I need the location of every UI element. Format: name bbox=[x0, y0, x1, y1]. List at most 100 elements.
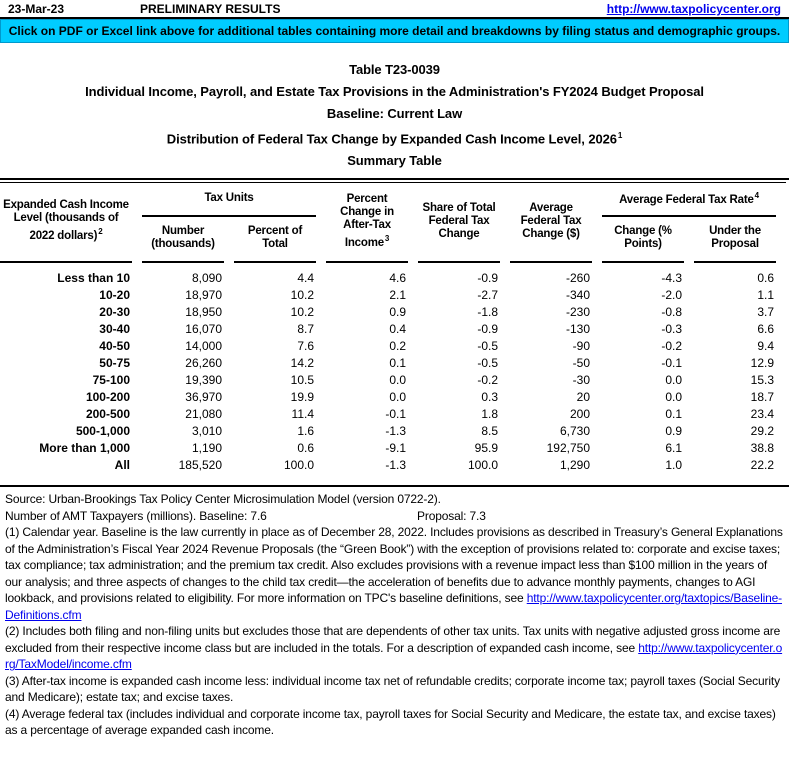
table-row: 20-30 18,950 10.2 0.9 -1.8 -230 -0.8 3.7 bbox=[0, 304, 776, 321]
header-rate-under-proposal: Under the Proposal bbox=[694, 217, 777, 264]
header-percent-of-total: Percent of Total bbox=[234, 217, 317, 264]
value-cell: -1.3 bbox=[385, 458, 407, 473]
value-cell: 16,070 bbox=[185, 322, 222, 337]
table-row: All 185,520 100.0 -1.3 100.0 1,290 1.0 22.2 bbox=[0, 457, 776, 474]
header-income-level: Expanded Cash Income Level (thousands of… bbox=[0, 183, 132, 264]
header-pct-change-text: Percent Change in After-Tax Income bbox=[340, 192, 394, 249]
value-cell: 6,730 bbox=[559, 424, 591, 439]
header-tax-units-group: Tax Units bbox=[142, 183, 317, 218]
value-cell: -0.2 bbox=[661, 339, 683, 354]
value-cell: 3.7 bbox=[757, 305, 775, 320]
value-cell: 10.2 bbox=[290, 288, 315, 303]
value-cell: 0.0 bbox=[389, 373, 407, 388]
value-cell: 26,260 bbox=[185, 356, 222, 371]
value-cell: -1.8 bbox=[477, 305, 499, 320]
value-cell: 0.9 bbox=[389, 305, 407, 320]
income-level-cell: 50-75 bbox=[99, 356, 130, 371]
income-level-cell: All bbox=[114, 458, 130, 473]
value-cell: 1,190 bbox=[191, 441, 222, 456]
amt-proposal-label: Proposal: 7.3 bbox=[417, 508, 486, 523]
header-avg-tax-rate-text: Average Federal Tax Rate bbox=[619, 194, 754, 207]
footnote-ref-2: 2 bbox=[98, 227, 103, 237]
value-cell: 8.5 bbox=[481, 424, 499, 439]
table-row: More than 1,000 1,190 0.6 -9.1 95.9 192,750 6.… bbox=[0, 440, 776, 457]
value-cell: 6.1 bbox=[665, 441, 683, 456]
value-cell: -0.9 bbox=[477, 271, 499, 286]
header-number-thousands: Number (thousands) bbox=[142, 217, 224, 264]
value-cell: 0.6 bbox=[297, 441, 315, 456]
table-row: 75-100 19,390 10.5 0.0 -0.2 -30 0.0 15.3 bbox=[0, 372, 776, 389]
taxpolicycenter-link[interactable]: http://www.taxpolicycenter.org bbox=[606, 2, 781, 16]
footnote-ref-3: 3 bbox=[384, 233, 390, 243]
summary-table-title: Summary Table bbox=[347, 153, 442, 169]
footnote-4: (4) Average federal tax (includes indivi… bbox=[5, 706, 776, 738]
income-level-cell: 30-40 bbox=[99, 322, 130, 337]
footnote-2-text: (2) Includes both filing and non-filing … bbox=[5, 624, 781, 655]
footer: Source: Urban-Brookings Tax Policy Cente… bbox=[0, 487, 789, 739]
value-cell: 23.4 bbox=[750, 407, 775, 422]
header-avg-tax-rate-group: Average Federal Tax Rate4 bbox=[602, 183, 777, 218]
value-cell: 8.7 bbox=[297, 322, 315, 337]
value-cell: -30 bbox=[572, 373, 591, 388]
value-cell: 11.4 bbox=[291, 407, 315, 422]
value-cell: 10.2 bbox=[290, 305, 315, 320]
value-cell: -0.5 bbox=[477, 356, 499, 371]
table-row: 500-1,000 3,010 1.6 -1.3 8.5 6,730 0.9 29.2 bbox=[0, 423, 776, 440]
source-line: Source: Urban-Brookings Tax Policy Cente… bbox=[5, 492, 441, 507]
table-row: 10-20 18,970 10.2 2.1 -2.7 -340 -2.0 1.1 bbox=[0, 287, 776, 304]
value-cell: -0.1 bbox=[661, 356, 683, 371]
value-cell: -2.7 bbox=[477, 288, 499, 303]
value-cell: -130 bbox=[565, 322, 591, 337]
income-level-cell: 75-100 bbox=[92, 373, 130, 388]
table-body: Less than 10 8,090 4.4 4.6 -0.9 -260 -4.3 0.6 10… bbox=[0, 263, 776, 474]
value-cell: 21,080 bbox=[185, 407, 222, 422]
income-level-cell: More than 1,000 bbox=[39, 441, 130, 456]
header-pct-change-after-tax-income: Percent Change in After-Tax Income3 bbox=[326, 183, 409, 264]
baseline-definitions-link[interactable]: http://www.taxpolicycenter.org/taxtopics… bbox=[5, 591, 783, 622]
info-banner-text: Click on PDF or Excel link above for add… bbox=[8, 24, 781, 38]
value-cell: -0.9 bbox=[477, 322, 499, 337]
value-cell: 22.2 bbox=[750, 458, 775, 473]
value-cell: 185,520 bbox=[178, 458, 222, 473]
value-cell: 0.0 bbox=[665, 390, 683, 405]
value-cell: 18.7 bbox=[750, 390, 775, 405]
income-level-cell: 200-500 bbox=[85, 407, 130, 422]
value-cell: 0.2 bbox=[389, 339, 407, 354]
value-cell: 200 bbox=[569, 407, 591, 422]
value-cell: 18,970 bbox=[185, 288, 222, 303]
value-cell: 14.2 bbox=[290, 356, 315, 371]
income-definition-link[interactable]: http://www.taxpolicycenter.org/TaxModel/… bbox=[5, 640, 783, 672]
value-cell: 1.0 bbox=[665, 458, 683, 473]
value-cell: 1.8 bbox=[481, 407, 499, 422]
distribution-title-text: Distribution of Federal Tax Change by Ex… bbox=[166, 131, 617, 147]
table-bottom-rule bbox=[0, 485, 789, 488]
income-level-cell: 100-200 bbox=[85, 390, 130, 405]
preliminary-results-label: PRELIMINARY RESULTS bbox=[140, 2, 281, 16]
value-cell: 20 bbox=[576, 390, 591, 405]
value-cell: -0.8 bbox=[661, 305, 683, 320]
table-row: Less than 10 8,090 4.4 4.6 -0.9 -260 -4.3 0.6 bbox=[0, 263, 776, 287]
value-cell: 18,950 bbox=[185, 305, 222, 320]
value-cell: 100.0 bbox=[283, 458, 315, 473]
table-row: 30-40 16,070 8.7 0.4 -0.9 -130 -0.3 6.6 bbox=[0, 321, 776, 338]
value-cell: 19.9 bbox=[290, 390, 315, 405]
main-title: Individual Income, Payroll, and Estate T… bbox=[85, 84, 704, 99]
value-cell: -0.3 bbox=[661, 322, 683, 337]
title-block: Table T23-0039 Individual Income, Payrol… bbox=[0, 59, 789, 172]
income-level-cell: Less than 10 bbox=[57, 271, 130, 286]
value-cell: 4.6 bbox=[389, 271, 407, 286]
value-cell: 38.8 bbox=[750, 441, 775, 456]
value-cell: -50 bbox=[572, 356, 591, 371]
value-cell: 12.9 bbox=[750, 356, 775, 371]
footnote-ref-1: 1 bbox=[617, 131, 623, 140]
value-cell: 15.3 bbox=[750, 373, 775, 388]
value-cell: 0.3 bbox=[481, 390, 499, 405]
footnote-1-text: (1) Calendar year. Baseline is the law c… bbox=[5, 525, 783, 606]
value-cell: 1.1 bbox=[757, 288, 775, 303]
value-cell: 0.0 bbox=[665, 373, 683, 388]
value-cell: 2.1 bbox=[389, 288, 407, 303]
value-cell: 29.2 bbox=[750, 424, 775, 439]
value-cell: -2.0 bbox=[661, 288, 683, 303]
header-rate-change-points: Change (% Points) bbox=[602, 217, 685, 264]
